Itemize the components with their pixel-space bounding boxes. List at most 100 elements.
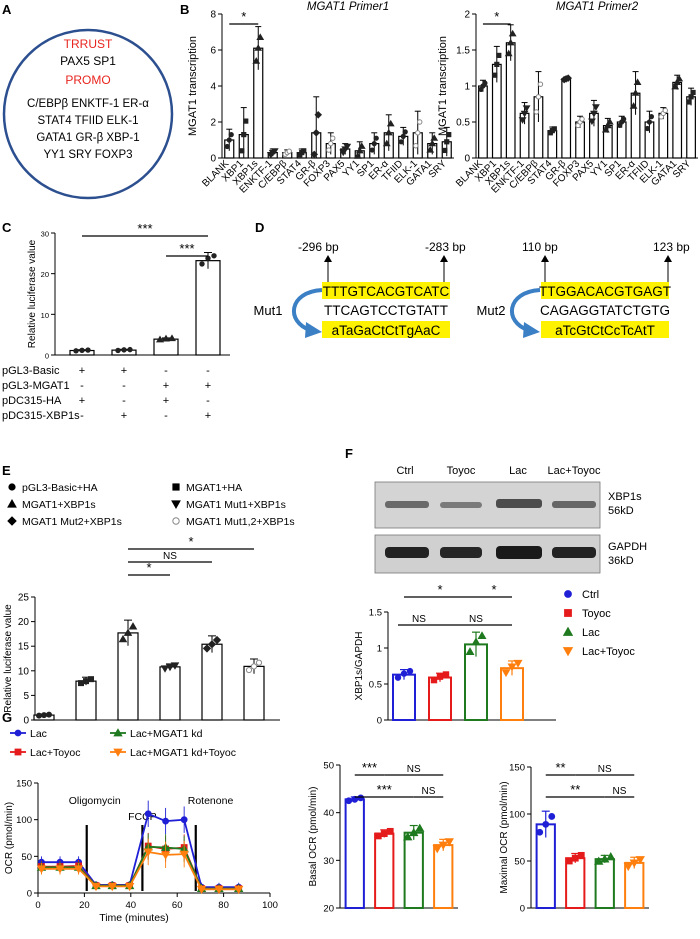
- data-point: [301, 148, 307, 154]
- mut2-label: Mut2: [477, 303, 506, 318]
- y-tick-label: 50: [323, 761, 334, 772]
- legend-label: MGAT1 Mut1,2+XBP1s: [186, 516, 295, 528]
- legend-marker: [113, 748, 123, 757]
- significance-label: NS: [422, 786, 436, 797]
- data-point: [426, 146, 435, 153]
- data-point: [588, 118, 596, 126]
- mut2-curved-arrow-icon: [510, 288, 541, 332]
- chart-title: MGAT1 Primer1: [307, 1, 389, 13]
- legend-marker: [562, 647, 574, 657]
- data-point: [170, 662, 180, 670]
- panel-letter-c: C: [2, 220, 12, 235]
- data-point: [671, 82, 680, 90]
- data-point: [226, 137, 232, 143]
- bar: [565, 857, 586, 909]
- data-point: [542, 820, 550, 828]
- table-cell-sign: +: [79, 395, 85, 407]
- data-point: [202, 644, 212, 653]
- data-point: [160, 851, 171, 860]
- data-point: [409, 827, 419, 837]
- bar: [117, 632, 139, 721]
- bar: [594, 858, 615, 909]
- mut1-label: Mut1: [254, 303, 283, 318]
- bp-label: -296 bp: [298, 240, 339, 254]
- data-point: [250, 663, 258, 670]
- data-point: [394, 674, 402, 681]
- data-point: [386, 119, 395, 127]
- data-point: [343, 143, 352, 151]
- data-point: [413, 143, 419, 149]
- promo-line: C/EBPβ ENKTF-1 ER-α: [27, 98, 149, 110]
- x-tick-label: 60: [172, 900, 183, 911]
- y-tick-label: 50: [514, 857, 525, 868]
- wt-sequence: TTGGACACGTGAGT: [539, 284, 671, 299]
- chart-B2: 0 0.5 1 1.5 2 MGAT1 transcription MGAT1 Primer…: [437, 1, 698, 196]
- y-axis-label: Basal OCR (pmol/min): [308, 786, 319, 886]
- mut1-curved-arrow-icon: [292, 288, 323, 332]
- table-cell-sign: -: [206, 395, 210, 407]
- data-point: [633, 78, 642, 85]
- bar: [478, 85, 488, 159]
- significance-label: *: [241, 9, 246, 24]
- data-point: [161, 334, 171, 342]
- data-point: [330, 135, 336, 141]
- data-point: [127, 346, 133, 353]
- bp-label: -283 bp: [425, 240, 466, 254]
- blot-band: [496, 499, 542, 508]
- legend-label: MGAT1+HA: [186, 482, 242, 494]
- data-point: [384, 128, 393, 136]
- wt-sequence: TTTGTCACGTCATC: [323, 284, 450, 299]
- data-point: [522, 105, 531, 112]
- data-point: [520, 110, 529, 118]
- data-point: [629, 102, 638, 109]
- data-point: [398, 139, 404, 145]
- data-point: [162, 817, 170, 825]
- data-point: [442, 671, 450, 678]
- y-tick-label: 100: [16, 815, 32, 826]
- series-line: [41, 812, 239, 889]
- data-point: [690, 89, 696, 96]
- y-tick-label: 0.5: [369, 680, 382, 691]
- blot-band: [552, 547, 596, 558]
- significance-label: **: [570, 782, 580, 797]
- data-point: [504, 49, 513, 57]
- significance-label: NS: [407, 764, 421, 775]
- significance-label: *: [188, 534, 193, 549]
- mut-sequence: aTcGtCtCcTcAtT: [555, 323, 655, 338]
- data-point: [444, 139, 450, 145]
- injection-label: FCCP: [128, 811, 157, 823]
- data-point: [345, 797, 353, 805]
- y-tick-label: 10: [18, 666, 30, 677]
- data-point: [501, 669, 511, 678]
- data-point: [180, 816, 188, 824]
- data-point: [369, 147, 375, 153]
- wt-sequence-highlight: [322, 282, 450, 299]
- trrust-list: PAX5 SP1: [60, 54, 116, 68]
- legend-marker: [564, 590, 572, 598]
- y-tick-label: 0: [27, 889, 32, 900]
- data-point: [144, 810, 152, 818]
- data-point: [635, 856, 645, 865]
- promo-line: GATA1 GR-β XBP-1: [36, 132, 139, 144]
- data-point: [533, 109, 540, 115]
- data-point: [492, 72, 498, 78]
- y-axis-label: MGAT1 transcription: [187, 36, 199, 136]
- data-point: [565, 857, 573, 865]
- data-point: [432, 845, 442, 854]
- data-point: [36, 712, 43, 719]
- legend-marker: [562, 626, 574, 636]
- promo-line: YY1 SRY FOXP3: [43, 149, 132, 161]
- panel-letter-b: B: [180, 2, 189, 17]
- data-point: [400, 133, 406, 139]
- data-point: [214, 885, 224, 895]
- table-cell-sign: +: [205, 410, 211, 422]
- chart-G1: 0 50 100 150 OCR (pmol/min) 0 20 40 60 80 100 Time …: [4, 728, 278, 924]
- data-point: [255, 659, 263, 666]
- data-point: [675, 74, 684, 82]
- data-point: [167, 334, 177, 342]
- data-point: [494, 61, 500, 68]
- data-point: [508, 29, 517, 37]
- bar: [243, 665, 265, 721]
- data-point: [91, 883, 101, 892]
